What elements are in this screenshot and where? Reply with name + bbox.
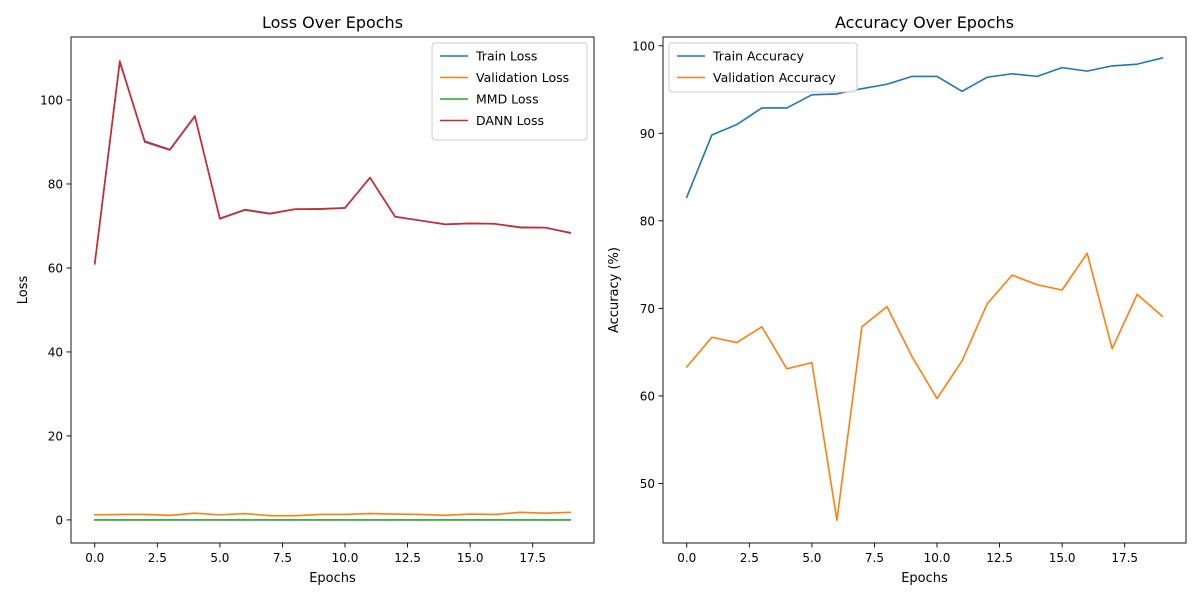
x-tick-label: 15.0 bbox=[1049, 551, 1076, 565]
x-tick-label: 7.5 bbox=[273, 551, 292, 565]
chart-1: Loss Over Epochs 0.0 2.5 5.0 7.5 10.0 12.5 15.0… bbox=[16, 13, 595, 586]
x-tick-label: 17.5 bbox=[519, 551, 546, 565]
legend-label: Train Accuracy bbox=[712, 49, 805, 64]
legend-box bbox=[668, 42, 858, 93]
y-tick-label: 60 bbox=[48, 261, 63, 275]
y-tick-label: 20 bbox=[48, 429, 63, 443]
legend-box bbox=[431, 42, 588, 141]
x-axis-label: Epochs bbox=[309, 571, 356, 586]
x-tick-label: 2.5 bbox=[740, 551, 759, 565]
series-line-validation-accuracy bbox=[685, 252, 1164, 522]
series-line-validation-loss bbox=[93, 511, 572, 517]
x-tick-label: 7.5 bbox=[865, 551, 884, 565]
y-tick-label: 100 bbox=[632, 39, 655, 53]
x-tick-label: 0.0 bbox=[85, 551, 104, 565]
chart-title: Accuracy Over Epochs bbox=[835, 13, 1014, 32]
x-axis-label: Epochs bbox=[901, 571, 948, 586]
y-axis-label: Accuracy (%) bbox=[607, 247, 622, 333]
y-tick-label: 80 bbox=[48, 177, 63, 191]
series-line-train-accuracy bbox=[685, 57, 1164, 199]
legend-label: DANN Loss bbox=[476, 113, 544, 128]
chart-2: Accuracy Over Epochs 0.0 2.5 5.0 7.5 10.0 12.5… bbox=[607, 13, 1187, 586]
legend-label: Train Loss bbox=[475, 49, 537, 64]
x-tick-label: 17.5 bbox=[1111, 551, 1138, 565]
x-tick-label: 12.5 bbox=[394, 551, 421, 565]
legend: Train Loss Validation Loss MMD Loss DANN Lo… bbox=[431, 42, 588, 141]
series-line-dann-loss bbox=[93, 60, 572, 265]
chart-title: Loss Over Epochs bbox=[262, 13, 403, 32]
legend-label: Validation Loss bbox=[476, 70, 569, 85]
x-tick-label: 2.5 bbox=[148, 551, 167, 565]
legend-label: Validation Accuracy bbox=[713, 70, 836, 85]
legend: Train Accuracy Validation Accuracy bbox=[668, 42, 858, 93]
y-tick-label: 0 bbox=[55, 513, 63, 527]
x-tick-label: 5.0 bbox=[802, 551, 821, 565]
x-tick-label: 10.0 bbox=[332, 551, 359, 565]
x-tick-label: 15.0 bbox=[457, 551, 484, 565]
axes-frame bbox=[662, 36, 1187, 544]
y-tick-label: 70 bbox=[640, 302, 655, 316]
y-tick-label: 60 bbox=[640, 389, 655, 403]
y-tick-label: 100 bbox=[40, 93, 63, 107]
x-tick-label: 10.0 bbox=[924, 551, 951, 565]
y-axis-label: Loss bbox=[16, 276, 31, 305]
x-tick-label: 5.0 bbox=[210, 551, 229, 565]
axes-frame bbox=[70, 36, 595, 544]
y-tick-label: 40 bbox=[48, 345, 63, 359]
legend-label: MMD Loss bbox=[476, 92, 539, 107]
x-tick-label: 0.0 bbox=[677, 551, 696, 565]
y-tick-label: 50 bbox=[640, 477, 655, 491]
x-tick-label: 12.5 bbox=[986, 551, 1013, 565]
y-tick-label: 80 bbox=[640, 214, 655, 228]
y-tick-label: 90 bbox=[640, 127, 655, 141]
